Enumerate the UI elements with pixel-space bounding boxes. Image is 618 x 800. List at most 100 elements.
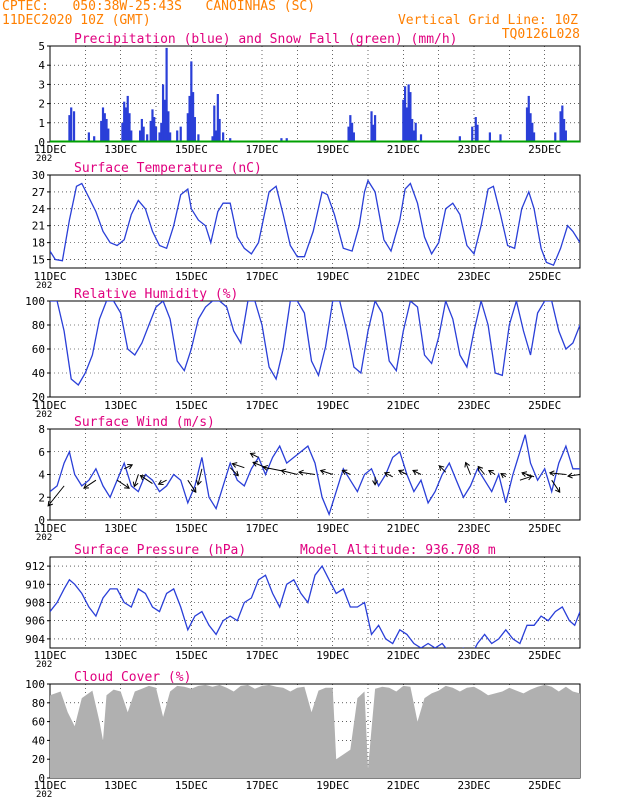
precip-bar bbox=[186, 113, 189, 142]
cloud-ytick-label: 0 bbox=[38, 772, 45, 785]
precip-ytick-label: 1 bbox=[38, 117, 45, 130]
wind-vector-head bbox=[191, 487, 197, 494]
wind-vector bbox=[477, 466, 485, 475]
temp-xtick-label: 13DEC bbox=[104, 270, 137, 283]
rh-ytick-label: 100 bbox=[25, 295, 45, 308]
wind-vector-head bbox=[157, 479, 164, 486]
wind-vector bbox=[412, 470, 422, 475]
cloud-xtick-label: 11DEC bbox=[33, 779, 66, 792]
press-ytick-label: 912 bbox=[25, 560, 45, 573]
rh-xtick-label: 23DEC bbox=[457, 399, 490, 412]
precip-bar bbox=[197, 134, 200, 142]
precip-xtick-label: 17DEC bbox=[245, 143, 278, 156]
precip-bar bbox=[190, 61, 193, 142]
precip-bar bbox=[532, 132, 536, 142]
wind-vector-head bbox=[438, 465, 445, 471]
precip-bar bbox=[165, 47, 168, 142]
wind-vector bbox=[229, 467, 239, 477]
precip-year-stub: 202 bbox=[36, 154, 52, 164]
precip-bar bbox=[559, 111, 562, 142]
precip-ytick-label: 2 bbox=[38, 98, 45, 111]
press-note: Model Altitude: 936.708 m bbox=[300, 543, 496, 558]
rh-ytick-label: 20 bbox=[32, 391, 45, 404]
temp-ytick-label: 30 bbox=[32, 169, 45, 182]
precip-bar bbox=[153, 117, 156, 142]
precip-bar bbox=[216, 94, 219, 142]
cloud-area bbox=[50, 684, 580, 778]
press-ytick-label: 906 bbox=[25, 615, 45, 628]
wind-vector-head bbox=[477, 465, 484, 472]
rh-xtick-label: 11DEC bbox=[33, 399, 66, 412]
wind-vector-head bbox=[487, 469, 494, 476]
precip-xtick-label: 11DEC bbox=[33, 143, 66, 156]
header-date: 11DEC2020 10Z (GMT) bbox=[2, 13, 151, 28]
precip-bar bbox=[192, 92, 195, 142]
temp-xtick-label: 23DEC bbox=[457, 270, 490, 283]
precip-bar bbox=[285, 138, 288, 142]
wind-xtick-label: 17DEC bbox=[245, 522, 278, 535]
precip-bar bbox=[140, 118, 143, 142]
precip-bar bbox=[151, 109, 154, 142]
press-year-stub: 202 bbox=[36, 660, 52, 670]
rh-xtick-label: 17DEC bbox=[245, 399, 278, 412]
wind-vector bbox=[250, 452, 259, 458]
precip-bar bbox=[121, 122, 124, 142]
cloud-xtick-label: 25DEC bbox=[528, 779, 561, 792]
wind-vector bbox=[551, 479, 561, 493]
cloud-title: Cloud Cover (%) bbox=[74, 670, 191, 685]
press-xtick-label: 13DEC bbox=[104, 649, 137, 662]
precip-bar bbox=[218, 118, 221, 142]
precip-title: Precipitation (blue) and Snow Fall (gree… bbox=[74, 32, 458, 47]
precip-bar bbox=[107, 128, 110, 142]
wind-vector-head bbox=[280, 468, 287, 475]
rh-xtick-label: 25DEC bbox=[528, 399, 561, 412]
precip-bar bbox=[476, 124, 479, 142]
wind-series-line bbox=[50, 434, 580, 517]
press-ytick-label: 904 bbox=[25, 633, 45, 646]
wind-vector bbox=[488, 470, 496, 475]
rh-series-line bbox=[50, 301, 580, 386]
temp-ytick-label: 27 bbox=[32, 186, 45, 199]
wind-vector bbox=[232, 463, 245, 469]
temp-xtick-label: 11DEC bbox=[33, 270, 66, 283]
wind-vector-head bbox=[319, 468, 326, 475]
precip-bar bbox=[561, 105, 564, 142]
wind-vector-head bbox=[500, 473, 507, 479]
precip-bar bbox=[68, 115, 71, 142]
precip-xtick-label: 19DEC bbox=[316, 143, 349, 156]
temp-xtick-label: 21DEC bbox=[387, 270, 420, 283]
press-xtick-label: 17DEC bbox=[245, 649, 278, 662]
wind-vector bbox=[281, 470, 298, 475]
precip-bar bbox=[93, 136, 96, 142]
precip-bar bbox=[471, 126, 474, 142]
wind-vector bbox=[116, 479, 130, 489]
temp-ytick-label: 21 bbox=[32, 220, 45, 233]
wind-title: Surface Wind (m/s) bbox=[74, 415, 215, 430]
precip-bar bbox=[160, 122, 163, 142]
wind-vector-head bbox=[397, 469, 404, 475]
wind-ytick-label: 4 bbox=[38, 469, 45, 482]
wind-vector bbox=[320, 470, 333, 475]
rh-ytick-label: 60 bbox=[32, 343, 45, 356]
wind-vector-head bbox=[124, 483, 130, 489]
cloud-xtick-label: 15DEC bbox=[175, 779, 208, 792]
temp-xtick-label: 17DEC bbox=[245, 270, 278, 283]
wind-vector-head bbox=[521, 471, 528, 477]
precip-ytick-label: 4 bbox=[38, 59, 45, 72]
wind-vector-head bbox=[548, 470, 555, 477]
precip-bar bbox=[458, 136, 461, 142]
wind-vector bbox=[298, 471, 316, 475]
wind-vector bbox=[549, 472, 566, 475]
temp-ytick-label: 24 bbox=[32, 203, 46, 216]
precip-bar bbox=[176, 130, 179, 142]
wind-vector-head bbox=[262, 464, 269, 471]
press-xtick-label: 25DEC bbox=[528, 649, 561, 662]
press-xtick-label: 23DEC bbox=[457, 649, 490, 662]
precip-bar bbox=[211, 136, 214, 142]
precip-bar bbox=[130, 130, 133, 142]
press-title: Surface Pressure (hPa) bbox=[74, 543, 246, 558]
precip-bar bbox=[163, 99, 166, 142]
wind-vector bbox=[263, 466, 284, 472]
press-series-line bbox=[50, 564, 580, 648]
precip-bar bbox=[100, 120, 103, 142]
